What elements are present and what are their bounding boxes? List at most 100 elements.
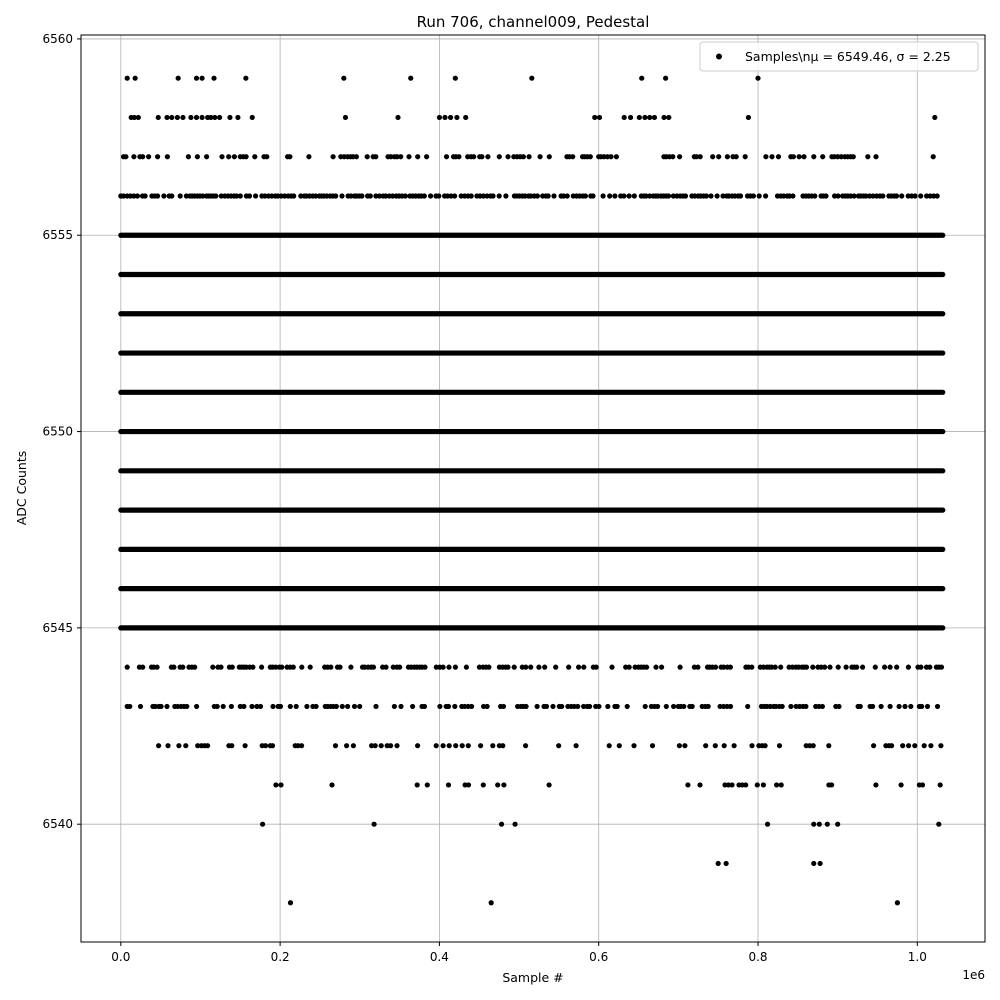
data-point (860, 664, 866, 670)
data-point (534, 703, 540, 710)
data-point (440, 743, 446, 749)
data-point (553, 664, 559, 670)
data-point (446, 664, 452, 670)
data-point (564, 193, 570, 199)
data-point (528, 664, 534, 670)
data-point (850, 154, 856, 160)
data-point (545, 193, 551, 199)
data-point (655, 703, 661, 710)
data-point (666, 114, 672, 121)
y-tick-label: 6560 (42, 32, 73, 46)
data-point (742, 154, 748, 160)
data-point (500, 703, 507, 710)
data-point (500, 743, 506, 749)
data-point (273, 782, 279, 788)
data-point (231, 154, 237, 160)
data-point (772, 664, 778, 670)
data-point (259, 821, 266, 827)
data-point (199, 75, 205, 81)
data-point (218, 664, 224, 670)
data-point (921, 743, 927, 749)
data-point (873, 154, 879, 160)
data-point (938, 664, 945, 670)
data-point (763, 154, 769, 160)
data-point (810, 664, 816, 670)
data-point (383, 193, 389, 199)
data-point (369, 743, 375, 749)
data-point (670, 193, 677, 199)
x-tick-label: 0.8 (748, 950, 767, 964)
data-point (822, 664, 828, 670)
data-point (237, 193, 243, 199)
data-point (682, 193, 689, 199)
data-point (587, 703, 593, 710)
data-point (778, 782, 784, 788)
data-point (476, 664, 482, 670)
data-point (152, 703, 158, 710)
x-tick-label: 0.6 (589, 950, 608, 964)
data-point (693, 154, 700, 160)
data-point (715, 860, 721, 867)
data-point (749, 743, 755, 749)
chart-title: Run 706, channel009, Pedestal (417, 13, 650, 31)
data-point (626, 664, 632, 670)
data-point (723, 860, 729, 867)
data-point (484, 703, 490, 710)
data-point (328, 664, 334, 670)
data-point (332, 743, 339, 749)
data-point (194, 703, 200, 710)
data-point (613, 154, 620, 160)
data-point (621, 114, 627, 121)
data-point (373, 703, 379, 710)
data-point (453, 743, 459, 749)
x-axis-offset-label: 1e6 (962, 968, 985, 982)
data-point (937, 782, 943, 788)
data-point (731, 743, 737, 749)
data-point (290, 664, 296, 670)
data-point (228, 703, 234, 710)
data-point (870, 193, 876, 199)
data-point (339, 703, 345, 710)
data-point (760, 782, 767, 788)
data-point (140, 664, 146, 670)
data-point (364, 154, 370, 160)
data-point (137, 703, 144, 710)
data-point (424, 782, 430, 788)
data-point (523, 703, 529, 710)
data-point (394, 743, 400, 749)
data-point (908, 703, 914, 710)
data-point (291, 193, 297, 199)
data-point (279, 664, 285, 670)
data-point (756, 193, 762, 199)
data-point (164, 114, 170, 121)
y-tick-label: 6550 (42, 425, 73, 439)
data-point (779, 703, 785, 710)
legend: Samples\nμ = 6549.46, σ = 2.25 (699, 41, 979, 72)
y-tick-label: 6540 (42, 817, 73, 831)
data-point (769, 154, 775, 160)
data-point (242, 743, 248, 749)
data-point (882, 664, 888, 670)
data-point (348, 664, 354, 670)
data-point (905, 664, 912, 670)
data-point (796, 154, 802, 160)
data-point (183, 743, 189, 749)
data-point (307, 664, 313, 670)
data-point (749, 664, 755, 670)
data-point (729, 782, 735, 788)
data-point (550, 703, 556, 710)
data-point (754, 782, 760, 788)
data-point (184, 703, 190, 710)
data-point (371, 821, 377, 827)
data-point (566, 664, 572, 670)
data-point (631, 193, 637, 199)
data-point (436, 114, 443, 121)
data-point (677, 154, 683, 160)
data-point (402, 193, 408, 199)
data-point (495, 782, 501, 788)
data-point (927, 664, 933, 670)
data-point (870, 703, 876, 710)
data-point (306, 154, 312, 160)
data-point (775, 154, 782, 160)
data-point (313, 703, 319, 710)
